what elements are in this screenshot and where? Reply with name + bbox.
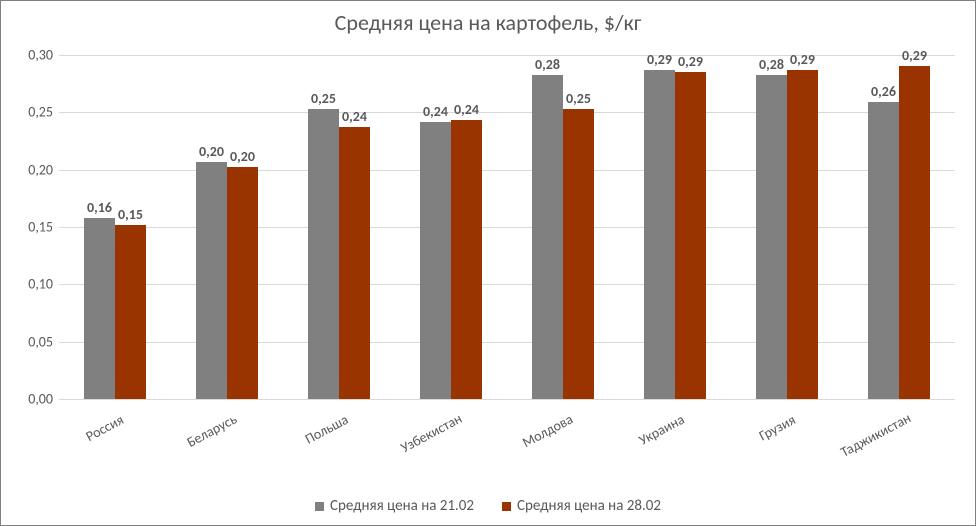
category-slot: 0,160,15 (59, 55, 171, 399)
x-label-slot: Россия (59, 401, 171, 469)
bar: 0,26 (868, 102, 899, 399)
bar: 0,25 (308, 109, 339, 399)
legend-label: Средняя цена на 21.02 (330, 497, 474, 515)
y-tick-label: 0,00 (9, 391, 59, 408)
x-tick-label: Узбекистан (398, 410, 465, 456)
bar-value-label: 0,29 (902, 47, 927, 66)
bar-value-label: 0,28 (759, 56, 784, 75)
x-tick-label: Украина (636, 411, 687, 449)
x-tick-label: Грузия (756, 411, 798, 444)
bar: 0,20 (227, 167, 258, 399)
x-label-slot: Молдова (507, 401, 619, 469)
legend-item: Средняя цена на 28.02 (502, 497, 661, 515)
x-label-slot: Таджикистан (843, 401, 955, 469)
bar-value-label: 0,29 (647, 51, 672, 70)
category-slot: 0,260,29 (843, 55, 955, 399)
bar: 0,29 (675, 72, 706, 399)
bar: 0,29 (899, 66, 930, 399)
x-label-slot: Грузия (731, 401, 843, 469)
bar: 0,28 (532, 75, 563, 400)
bar-value-label: 0,16 (87, 199, 112, 218)
x-label-slot: Украина (619, 401, 731, 469)
legend-item: Средняя цена на 21.02 (315, 497, 474, 515)
x-tick-label: Россия (83, 411, 127, 445)
bar: 0,16 (84, 218, 115, 399)
bar: 0,25 (563, 109, 594, 399)
category-slot: 0,240,24 (395, 55, 507, 399)
legend-label: Средняя цена на 28.02 (517, 497, 661, 515)
bar-value-label: 0,26 (871, 83, 896, 102)
plot-area: 0,000,050,100,150,200,250,30 0,160,150,2… (59, 55, 955, 399)
x-tick-label: Польша (302, 411, 351, 448)
y-tick-label: 0,15 (9, 219, 59, 236)
bar: 0,20 (196, 162, 227, 399)
gridline: 0,00 (59, 399, 955, 400)
category-slot: 0,280,29 (731, 55, 843, 399)
x-axis: Россия Беларусь Польша Узбекистан Молдова Укр… (59, 401, 955, 469)
chart-title: Средняя цена на картофель, $/кг (1, 1, 975, 36)
bar: 0,28 (756, 75, 787, 400)
x-tick-label: Таджикистан (838, 409, 914, 460)
bar-value-label: 0,20 (199, 143, 224, 162)
category-slot: 0,280,25 (507, 55, 619, 399)
x-tick-label: Беларусь (184, 410, 240, 450)
bar-value-label: 0,25 (311, 90, 336, 109)
bar-value-label: 0,15 (118, 206, 143, 225)
bar: 0,29 (644, 70, 675, 399)
bar-value-label: 0,24 (423, 103, 448, 122)
y-tick-label: 0,25 (9, 104, 59, 121)
y-tick-label: 0,30 (9, 47, 59, 64)
bar: 0,24 (451, 120, 482, 399)
bar: 0,29 (787, 70, 818, 399)
bar: 0,24 (420, 122, 451, 399)
category-slot: 0,250,24 (283, 55, 395, 399)
legend-swatch (502, 502, 511, 511)
chart-container: Средняя цена на картофель, $/кг 0,00 0,05… (0, 0, 976, 526)
x-label-slot: Польша (283, 401, 395, 469)
x-tick-label: Молдова (520, 410, 576, 451)
bar-value-label: 0,20 (230, 148, 255, 167)
bar-value-label: 0,24 (342, 108, 367, 127)
category-slot: 0,200,20 (171, 55, 283, 399)
bar-value-label: 0,25 (566, 90, 591, 109)
y-tick-label: 0,20 (9, 161, 59, 178)
category-slot: 0,290,29 (619, 55, 731, 399)
legend-swatch (315, 502, 324, 511)
y-tick-label: 0,10 (9, 276, 59, 293)
bar: 0,24 (339, 127, 370, 399)
x-label-slot: Беларусь (171, 401, 283, 469)
legend: Средняя цена на 21.02 Средняя цена на 28.… (1, 497, 975, 515)
bar-value-label: 0,29 (678, 53, 703, 72)
x-label-slot: Узбекистан (395, 401, 507, 469)
y-tick-label: 0,05 (9, 333, 59, 350)
bar-value-label: 0,28 (535, 56, 560, 75)
bar-value-label: 0,24 (454, 101, 479, 120)
bar-value-label: 0,29 (790, 51, 815, 70)
bar: 0,15 (115, 225, 146, 399)
